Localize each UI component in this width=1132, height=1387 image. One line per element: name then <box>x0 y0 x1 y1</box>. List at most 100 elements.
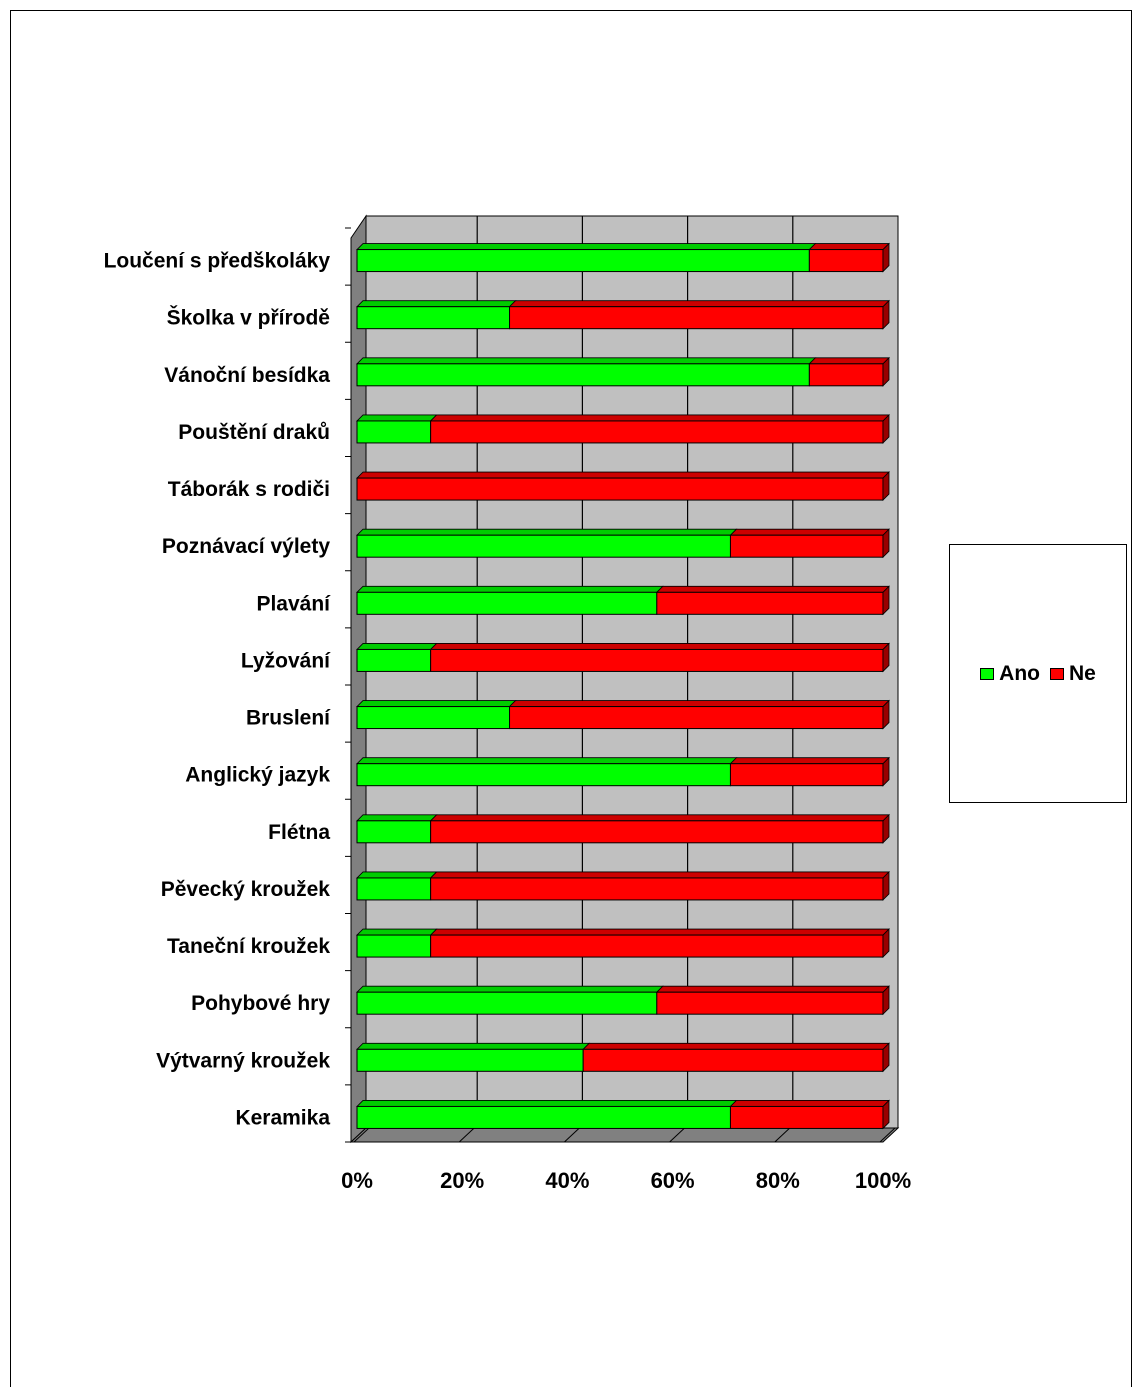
bar-top-ne <box>729 1100 890 1107</box>
bar-side-ne <box>882 928 890 959</box>
legend-item-ne: Ne <box>1049 661 1096 686</box>
x-tick-label: 40% <box>545 1168 589 1193</box>
bar-ne <box>808 249 884 273</box>
bar-top-ne <box>429 814 890 822</box>
floor <box>349 1127 900 1143</box>
floor-gridline <box>669 1127 685 1143</box>
bar-side-ne <box>882 642 890 673</box>
bar-side-ne <box>882 528 890 559</box>
bar-top-ano <box>356 928 438 936</box>
bar-ano <box>356 706 511 730</box>
bar-side-ne <box>882 870 890 901</box>
bar-side-ne <box>882 471 890 502</box>
bar-top-ano <box>356 700 517 707</box>
bar-side-ne <box>882 985 890 1016</box>
bar-ne <box>430 420 884 444</box>
bar-top-ne <box>429 414 890 422</box>
legend-swatch-ne <box>1049 667 1064 680</box>
bar-ne <box>356 477 884 501</box>
bar-top-ano <box>356 985 664 993</box>
bar-side-ne <box>882 1042 890 1073</box>
bar-ano <box>356 763 731 787</box>
x-tick-label: 100% <box>855 1168 911 1193</box>
bar-ne <box>729 1105 884 1129</box>
x-tick-label: 0% <box>341 1168 373 1193</box>
bar-ne <box>509 706 884 730</box>
bar-top-ano <box>356 414 438 422</box>
bar-ano <box>356 363 810 387</box>
bar-top-ano <box>356 357 817 365</box>
bar-top-ne <box>808 243 890 250</box>
bar-ano <box>356 877 432 901</box>
floor-gridline <box>458 1127 475 1143</box>
floor-gridline <box>774 1127 791 1143</box>
y-category-label: Keramika <box>235 1106 330 1129</box>
y-category-label: Táborák s rodiči <box>168 478 330 501</box>
bar-top-ano <box>356 585 664 593</box>
y-category-label: Vánoční besídka <box>164 364 330 387</box>
legend-item-ano: Ano <box>980 662 1040 686</box>
bar-top-ne <box>429 871 890 879</box>
floor-gridline <box>879 1127 896 1143</box>
bar-side-ne <box>882 813 890 844</box>
bar-ano <box>356 534 731 558</box>
bar-top-ne <box>729 528 890 536</box>
bar-ano <box>356 934 432 958</box>
x-tick-label: 80% <box>756 1168 800 1193</box>
y-category-label: Výtvarný kroužek <box>156 1049 330 1072</box>
bar-side-ne <box>882 1099 890 1130</box>
bar-top-ano <box>356 814 438 822</box>
y-category-label: Poznávací výlety <box>162 535 330 558</box>
bar-side-ne <box>882 756 890 787</box>
bar-ne <box>509 306 884 330</box>
y-category-label: Bruslení <box>246 707 331 730</box>
x-tick-label: 60% <box>651 1168 695 1193</box>
bar-ne <box>656 591 884 615</box>
y-category-label: Anglický jazyk <box>185 764 330 787</box>
bar-side-ne <box>882 699 890 730</box>
bar-top-ano <box>356 1100 738 1107</box>
bar-ne <box>808 363 884 387</box>
bar-top-ano <box>356 243 817 250</box>
y-category-label: Školka v přírodě <box>167 306 330 330</box>
bar-ano <box>356 249 810 273</box>
bar-ne <box>430 934 884 958</box>
bar-top-ne <box>655 585 890 593</box>
bar-ne <box>430 648 884 672</box>
bar-ne <box>582 1048 884 1072</box>
bar-top-ano <box>356 300 517 308</box>
bar-side-ne <box>882 356 890 387</box>
bar-ano <box>356 306 511 330</box>
bar-ne <box>656 991 884 1015</box>
bar-ano <box>356 1105 731 1129</box>
bar-ne <box>430 820 884 844</box>
bar-top-ne <box>429 643 890 650</box>
bar-top-ne <box>729 757 890 765</box>
y-category-label: Plavání <box>256 592 331 615</box>
bar-side-ne <box>882 413 890 444</box>
y-category-label: Flétna <box>268 821 330 844</box>
legend-swatch-ano <box>980 667 995 680</box>
legend-label-ne: Ne <box>1068 661 1096 685</box>
bar-side-ne <box>882 299 890 330</box>
bar-top-ano <box>356 757 738 765</box>
bar-ano <box>356 1048 584 1072</box>
y-category-label: Loučení s předškoláky <box>104 250 331 273</box>
bar-top-ne <box>356 471 890 479</box>
y-category-label: Lyžování <box>241 649 331 672</box>
floor-gridline <box>564 1127 580 1143</box>
bar-side-ne <box>882 585 890 616</box>
bar-ano <box>356 420 432 444</box>
bar-top-ne <box>508 300 890 308</box>
bar-ano <box>356 820 432 844</box>
bar-ano <box>356 648 432 672</box>
bar-top-ne <box>429 928 890 936</box>
bar-top-ano <box>356 1042 591 1050</box>
bar-top-ano <box>356 528 738 536</box>
bar-top-ano <box>356 643 438 650</box>
bar-side-ne <box>882 242 890 273</box>
bar-ne <box>729 534 884 558</box>
bar-top-ne <box>508 700 890 707</box>
x-tick-label: 20% <box>440 1168 484 1193</box>
